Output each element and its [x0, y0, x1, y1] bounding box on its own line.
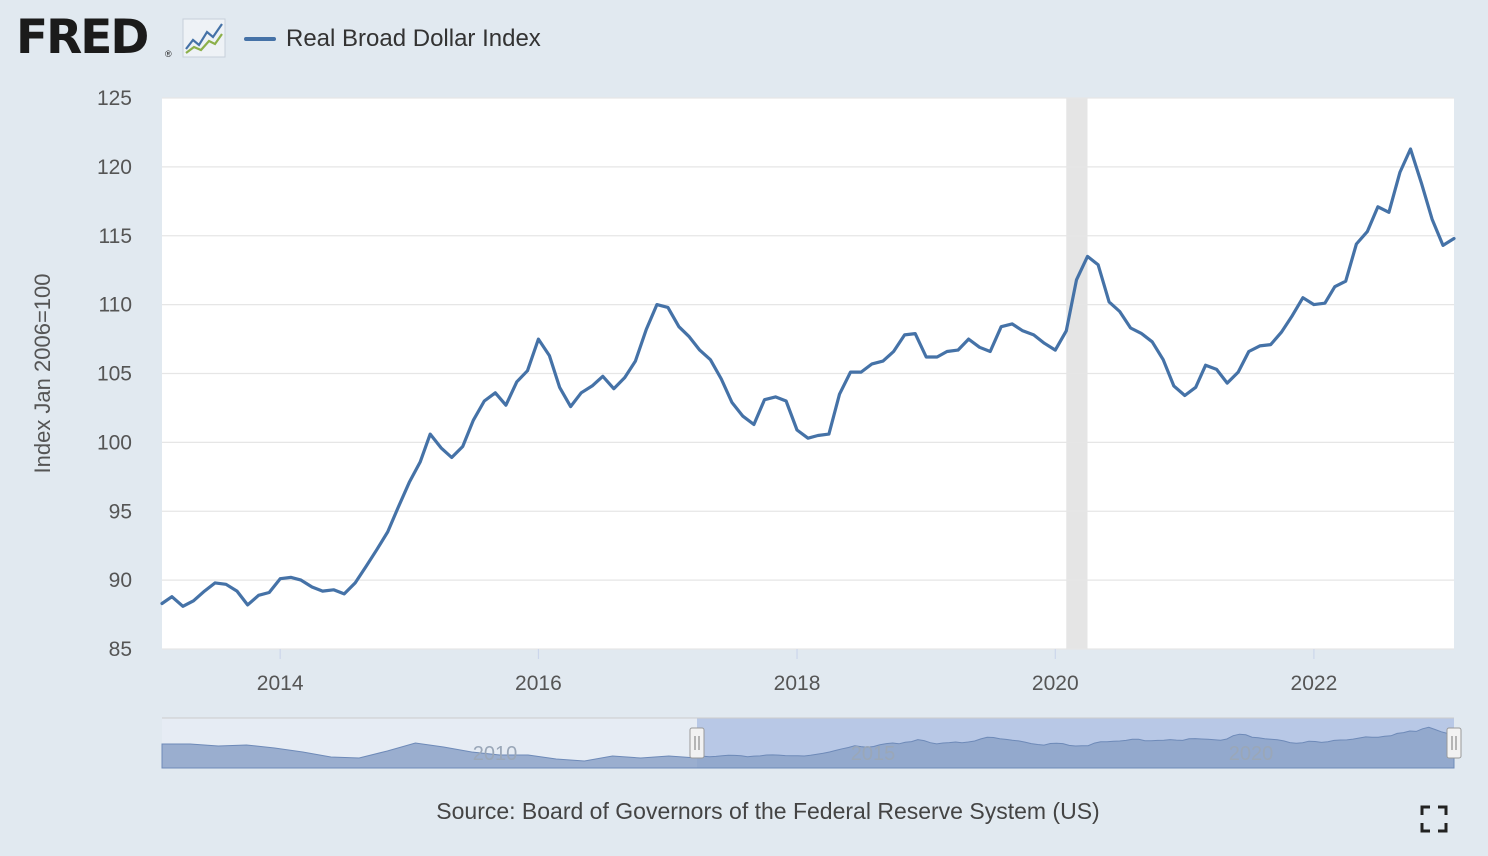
y-tick-label: 115	[99, 225, 132, 248]
legend-label: Real Broad Dollar Index	[286, 25, 541, 52]
y-tick-label: 125	[97, 87, 132, 110]
series-line	[160, 147, 1456, 608]
y-tick-label: 100	[97, 431, 132, 454]
y-tick-label: 105	[97, 363, 132, 386]
navigator-handle[interactable]	[689, 727, 705, 759]
navigator-area	[161, 726, 1455, 769]
legend-swatch	[244, 37, 276, 41]
line-chart[interactable]: 85 90 95 100 105 110 115 120 125 2014 2016 2018 2020…	[0, 80, 1488, 780]
navigator-tick-label: 2015	[851, 743, 896, 765]
fred-logo[interactable]: FRED	[16, 10, 149, 65]
source-text: Source: Board of Governors of the Federa…	[436, 798, 1100, 824]
x-tick-label: 2016	[515, 672, 562, 695]
y-tick-label: 85	[109, 638, 132, 661]
chart-legend[interactable]: Real Broad Dollar Index	[244, 22, 541, 56]
x-tick-label: 2020	[1032, 672, 1079, 695]
registered-mark: ®	[165, 49, 172, 59]
y-tick-label: 90	[109, 569, 132, 592]
fullscreen-icon[interactable]	[1420, 805, 1448, 833]
x-tick-label: 2018	[774, 672, 821, 695]
y-axis-label: Index Jan 2006=100	[30, 273, 55, 473]
navigator-tick-label: 2010	[473, 743, 518, 765]
chart-header: FRED ® Real Broad Dollar Index	[0, 0, 1488, 80]
y-tick-label: 120	[97, 156, 132, 179]
line-chart-icon	[182, 18, 226, 58]
x-tick-label: 2022	[1291, 672, 1338, 695]
y-tick-label: 95	[109, 500, 132, 523]
chart-svg[interactable]: 85 90 95 100 105 110 115 120 125 2014 2016 2018 2020…	[0, 80, 1488, 780]
navigator-tick-label: 2020	[1229, 743, 1274, 765]
x-tick-label: 2014	[257, 672, 304, 695]
y-tick-label: 110	[99, 294, 132, 317]
navigator-handle[interactable]	[1446, 727, 1462, 759]
